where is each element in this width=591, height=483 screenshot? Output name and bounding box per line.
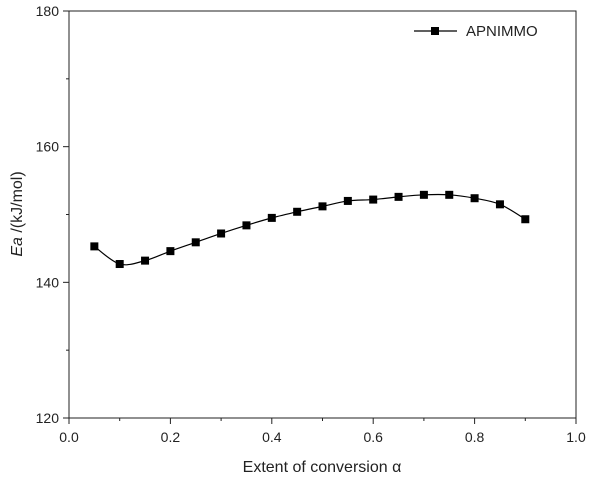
plot-frame bbox=[68, 10, 577, 419]
data-point bbox=[470, 194, 479, 203]
data-point bbox=[217, 229, 226, 238]
data-point bbox=[293, 207, 302, 216]
data-point bbox=[521, 215, 530, 224]
x-tick-label: 0.0 bbox=[59, 429, 79, 445]
y-tick-label: 140 bbox=[36, 274, 60, 290]
data-point bbox=[394, 192, 403, 201]
data-point bbox=[445, 190, 454, 199]
x-tick-label: 0.2 bbox=[161, 429, 181, 445]
y-axis: 120 140 160 180 bbox=[36, 3, 69, 426]
data-point bbox=[141, 256, 150, 265]
x-axis: 0.0 0.2 0.4 0.6 0.8 1.0 bbox=[59, 418, 586, 445]
y-tick-label: 180 bbox=[36, 3, 60, 19]
data-point bbox=[369, 195, 378, 204]
x-tick-label: 0.4 bbox=[262, 429, 282, 445]
y-tick-label: 120 bbox=[36, 410, 60, 426]
series-layer bbox=[90, 190, 530, 269]
y-tick-label: 160 bbox=[36, 139, 60, 155]
y-axis-title-unit: /(kJ/mol) bbox=[9, 171, 26, 237]
legend-marker bbox=[431, 27, 439, 35]
data-point bbox=[267, 213, 276, 222]
legend-label: APNIMMO bbox=[466, 23, 538, 40]
data-point bbox=[343, 196, 352, 205]
x-axis-title: Extent of conversion α bbox=[243, 459, 402, 476]
x-tick-label: 0.6 bbox=[363, 429, 383, 445]
data-point bbox=[495, 200, 504, 209]
x-tick-label: 1.0 bbox=[566, 429, 586, 445]
y-axis-title-symbol: Ea bbox=[9, 237, 26, 257]
legend: APNIMMO bbox=[414, 23, 538, 40]
data-point bbox=[90, 242, 99, 251]
data-point bbox=[419, 190, 428, 199]
series-line bbox=[93, 193, 526, 266]
data-point bbox=[242, 221, 251, 230]
x-tick-label: 0.8 bbox=[465, 429, 485, 445]
data-point bbox=[115, 260, 124, 269]
data-point bbox=[166, 247, 175, 256]
data-point bbox=[318, 202, 327, 211]
data-point bbox=[191, 238, 200, 247]
y-axis-title: Ea /(kJ/mol) bbox=[9, 171, 26, 256]
